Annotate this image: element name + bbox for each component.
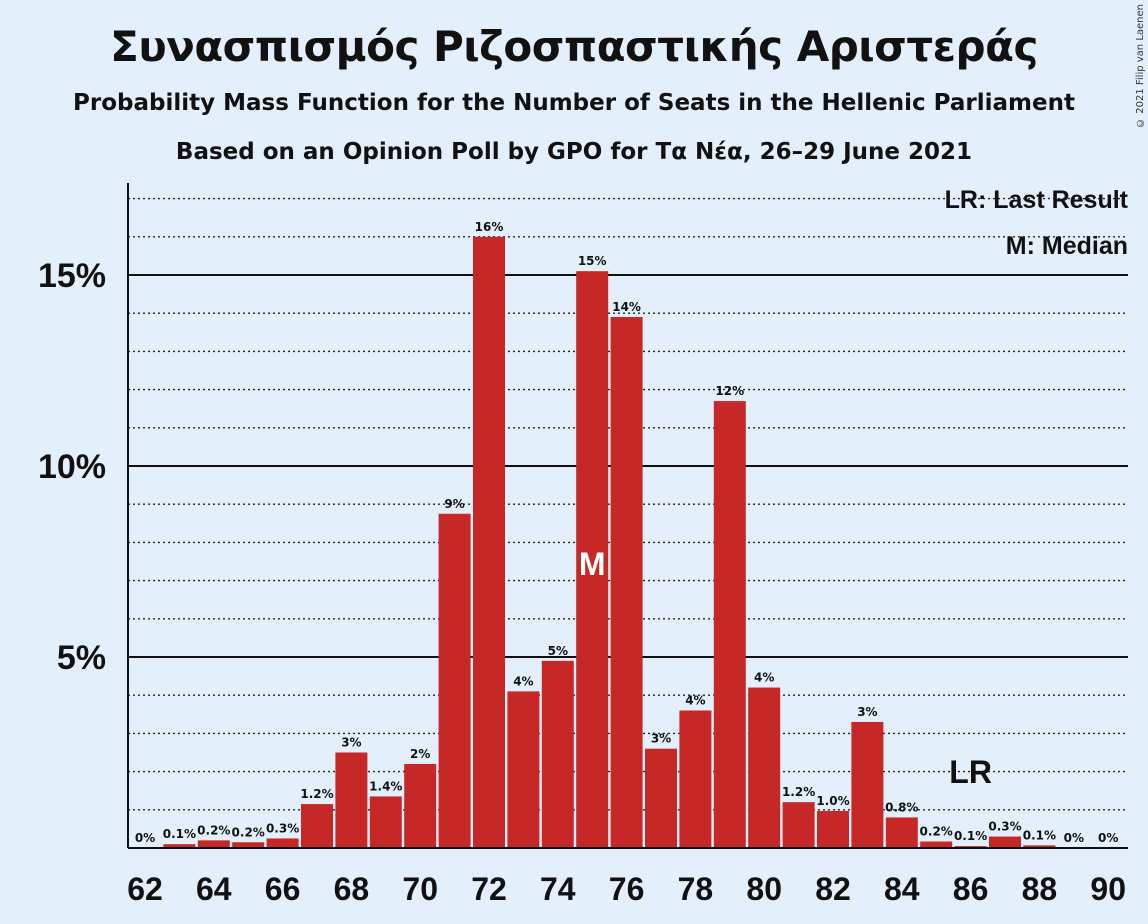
bar-81 [782,802,815,848]
bar-85 [920,841,953,848]
data-label-90: 0% [1098,831,1118,845]
bar-66 [266,838,299,848]
data-label-78: 4% [685,693,705,707]
bar-74 [541,660,574,848]
x-tick-label: 62 [127,871,163,907]
data-label-89: 0% [1064,831,1084,845]
data-label-70: 2% [410,747,430,761]
median-marker: M [579,546,606,582]
y-tick-label: 15% [38,257,106,295]
bar-65 [232,842,265,848]
data-label-80: 4% [754,671,774,685]
bar-72 [473,236,505,849]
data-label-86: 0.1% [954,829,987,843]
x-tick-label: 70 [402,871,438,907]
bar-67 [301,804,333,848]
data-label-67: 1.2% [300,787,333,801]
bar-64 [197,840,230,848]
data-label-83: 3% [857,705,877,719]
bar-68 [335,752,368,848]
bar-70 [404,763,437,848]
bar-78 [679,710,712,848]
x-tick-label: 86 [953,871,989,907]
data-label-77: 3% [651,732,671,746]
x-tick-label: 74 [540,871,576,907]
chart-source-line: Based on an Opinion Poll by GPO for Τα Ν… [175,139,973,165]
bar-79 [713,401,746,848]
chart-subtitle: Probability Mass Function for the Number… [73,90,1075,116]
x-tick-label: 68 [334,871,370,907]
data-label-81: 1.2% [782,785,815,799]
x-tick-label: 80 [746,871,782,907]
data-label-71: 9% [444,497,464,511]
x-tick-label: 84 [884,871,920,907]
x-tick-label: 82 [815,871,851,907]
bar-88 [1023,845,1056,848]
data-label-68: 3% [341,736,361,750]
bar-82 [817,810,849,848]
x-tick-label: 66 [265,871,301,907]
bar-69 [369,796,402,848]
bar-83 [851,721,884,848]
bar-71 [438,513,471,848]
data-label-62: 0% [135,831,155,845]
bar-87 [989,836,1021,848]
bar-77 [645,748,677,848]
data-label-74: 5% [548,644,568,658]
bar-63 [163,844,196,848]
legend-median: M: Median [1005,232,1128,260]
data-label-87: 0.3% [988,820,1021,834]
bar-80 [748,687,781,848]
data-label-69: 1.4% [369,779,402,793]
x-tick-label: 88 [1022,871,1058,907]
data-label-85: 0.2% [920,825,953,839]
x-tick-label: 64 [196,871,232,907]
data-label-63: 0.1% [163,827,196,841]
data-label-82: 1.0% [816,794,849,808]
y-tick-label: 5% [57,639,106,677]
data-label-64: 0.2% [197,823,230,837]
data-label-75: 15% [578,254,607,268]
x-tick-label: 90 [1090,871,1126,907]
bar-76 [610,317,643,848]
x-tick-label: 72 [471,871,507,907]
data-label-72: 16% [475,220,504,234]
chart-title: Συνασπισμός Ριζοσπαστικής Αριστεράς [110,22,1038,71]
last-result-marker: LR [949,754,992,790]
data-label-65: 0.2% [232,825,265,839]
legend-last-result: LR: Last Result [944,186,1128,214]
y-tick-label: 10% [38,448,106,486]
data-label-73: 4% [513,674,533,688]
data-label-66: 0.3% [266,821,299,835]
data-label-79: 12% [715,384,744,398]
x-tick-label: 76 [609,871,645,907]
bar-73 [507,691,540,848]
data-label-84: 0.8% [885,800,918,814]
x-tick-label: 78 [678,871,714,907]
bar-75 [576,271,609,848]
data-label-76: 14% [612,300,641,314]
bar-84 [885,817,918,848]
data-label-88: 0.1% [1023,828,1056,842]
